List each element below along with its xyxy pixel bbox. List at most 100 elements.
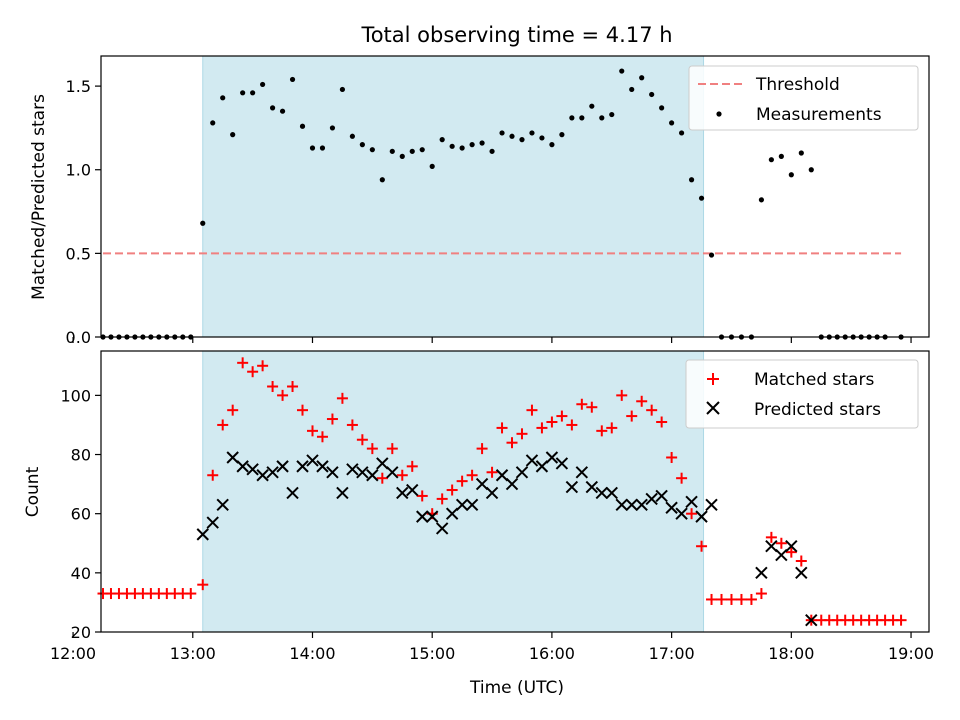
top-chart: 0.0 0.5 1.0 1.5 Total observing time = 4.17… — [29, 23, 930, 347]
predicted-stars-point — [246, 463, 259, 476]
predicted-stars-point — [695, 510, 708, 523]
predicted-stars-point — [555, 457, 569, 470]
legend-measurements-swatch — [716, 111, 722, 117]
predicted-stars-point — [585, 480, 599, 494]
y-tick-label: 20 — [71, 623, 91, 642]
matched-stars-point — [576, 398, 588, 410]
measurements-point — [299, 123, 306, 129]
matched-stars-point — [356, 434, 368, 446]
predicted-stars-point — [406, 483, 419, 497]
measurements-point — [349, 133, 355, 139]
matched-stars-point — [316, 431, 328, 443]
y-tick-label: 80 — [71, 446, 91, 465]
predicted-stars-point — [805, 613, 818, 627]
measurements-point — [220, 95, 226, 101]
predicted-stars-point — [635, 498, 648, 512]
predicted-stars-point — [565, 480, 579, 494]
matched-stars-point — [247, 366, 259, 378]
predicted-stars-point — [495, 469, 509, 482]
measurements-point — [509, 133, 515, 139]
predicted-stars-point — [755, 566, 768, 580]
measurements-point — [459, 145, 465, 151]
measurements-point — [429, 163, 435, 169]
measurements-point — [798, 150, 804, 156]
predicted-stars-point — [386, 466, 399, 479]
predicted-stars-point — [595, 486, 608, 500]
matched-stars-point — [556, 410, 568, 422]
predicted-stars-point — [705, 498, 718, 512]
matched-stars-point — [606, 422, 618, 434]
predicted-stars-point — [425, 510, 439, 523]
measurements-point — [678, 130, 685, 136]
measurements-point — [788, 172, 794, 178]
matched-stars-point — [366, 443, 378, 455]
measurements-point — [329, 125, 336, 131]
predicted-stars-point — [645, 492, 658, 506]
bottom-legend-box — [685, 359, 919, 429]
predicted-stars-point — [545, 451, 559, 464]
measurements-point — [559, 132, 565, 138]
measurements-point — [260, 81, 266, 88]
predicted-stars-point — [685, 495, 698, 509]
predicted-stars-point — [485, 486, 499, 500]
top-plot-frame — [100, 55, 930, 338]
matched-stars-point — [716, 593, 728, 605]
legend-matched-label: Matched stars — [754, 370, 874, 390]
matched-stars-point — [546, 416, 558, 428]
matched-stars-point — [277, 389, 289, 401]
predicted-stars-point — [675, 507, 688, 520]
measurements-point — [419, 147, 425, 153]
matched-stars-point — [416, 490, 428, 502]
measurements-point — [379, 177, 385, 183]
matched-stars-point — [376, 472, 388, 484]
predicted-stars-point — [396, 486, 409, 500]
matched-stars-point — [406, 460, 418, 472]
matched-stars-point — [257, 360, 269, 372]
predicted-stars-point — [605, 486, 618, 500]
measurements-point — [758, 197, 765, 203]
predicted-stars-point — [615, 498, 628, 512]
matched-stars-point — [456, 475, 468, 487]
matched-stars-point — [446, 484, 458, 496]
bottom-chart: 20 40 60 80 100 12:00 13:00 14:00 15:00 16:00 17:… — [23, 350, 934, 698]
matched-stars-point — [765, 531, 777, 543]
matched-stars-point — [536, 422, 548, 434]
matched-stars-point — [686, 508, 698, 520]
measurements-point — [479, 140, 485, 146]
matched-stars-point — [476, 443, 488, 455]
measurements-point — [269, 105, 276, 111]
matched-stars-point — [795, 555, 807, 567]
measurements-point — [469, 142, 475, 148]
measurements-point — [359, 142, 365, 148]
predicted-stars-point — [535, 460, 549, 473]
measurements-point — [399, 153, 405, 159]
measurements-point — [599, 115, 605, 121]
predicted-stars-point — [356, 466, 369, 479]
measurements-point — [309, 145, 316, 151]
matched-stars-point — [506, 437, 518, 449]
x-tick-label: 13:00 — [170, 644, 216, 663]
matched-stars-point — [526, 404, 538, 416]
matched-stars-point — [566, 419, 578, 431]
matched-stars-point — [237, 357, 249, 369]
top-legend: Threshold Measurements — [688, 65, 919, 131]
measurements-point — [688, 177, 695, 183]
measurements-point — [449, 143, 455, 149]
legend-measurements-label: Measurements — [756, 105, 882, 125]
matched-stars-point — [676, 472, 688, 484]
predicted-stars-point — [515, 466, 529, 479]
matched-stars-point — [656, 416, 668, 428]
legend-matched-swatch — [707, 373, 719, 385]
measurements-point — [409, 148, 415, 154]
matched-stars-point — [207, 469, 219, 481]
measurements-point — [339, 86, 346, 93]
y-tick-label: 40 — [71, 564, 91, 583]
top-chart-title: Total observing time = 4.17 h — [360, 23, 672, 47]
measurements-point — [539, 135, 545, 141]
predicted-stars-point — [765, 540, 778, 553]
predicted-stars-point — [206, 516, 219, 529]
matched-stars-point — [616, 389, 628, 401]
measurements-point — [529, 130, 535, 136]
matched-stars-point — [496, 422, 508, 434]
